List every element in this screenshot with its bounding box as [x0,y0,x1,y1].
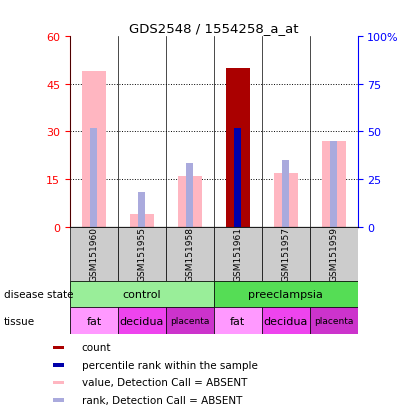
Text: GSM151959: GSM151959 [329,227,338,281]
Text: disease state: disease state [4,289,74,299]
Bar [90,129,97,227]
Bar [70,308,118,335]
Text: count: count [82,342,111,352]
Bar [130,214,154,227]
Bar [282,161,289,227]
Bar [53,363,64,367]
Text: rank, Detection Call = ABSENT: rank, Detection Call = ABSENT [82,395,242,405]
Text: decidua: decidua [120,316,164,326]
Bar [274,173,298,227]
Text: placenta: placenta [314,317,353,325]
Bar [309,227,358,281]
Bar [186,164,193,227]
Text: placenta: placenta [170,317,210,325]
Text: fat: fat [230,316,245,326]
Bar [309,308,358,335]
Bar [262,308,309,335]
Text: tissue: tissue [4,316,35,326]
Text: fat: fat [86,316,102,326]
Bar [166,308,214,335]
Bar [118,227,166,281]
Text: value, Detection Call = ABSENT: value, Detection Call = ABSENT [82,377,247,387]
Bar [214,281,358,308]
Bar [214,308,262,335]
Text: control: control [122,289,161,299]
Text: GSM151961: GSM151961 [233,227,242,281]
Bar [178,176,202,227]
Bar [226,69,250,227]
Text: GSM151960: GSM151960 [89,227,98,281]
Bar [53,346,64,349]
Bar [234,129,241,227]
Title: GDS2548 / 1554258_a_at: GDS2548 / 1554258_a_at [129,21,298,35]
Bar [70,227,118,281]
Bar [53,381,64,384]
Bar [53,399,64,402]
Bar [118,308,166,335]
Bar [138,192,145,227]
Bar [330,142,337,227]
Text: GSM151955: GSM151955 [137,227,146,281]
Bar [82,72,106,227]
Bar [322,142,346,227]
Bar [166,227,214,281]
Text: percentile rank within the sample: percentile rank within the sample [82,360,258,370]
Bar [214,227,262,281]
Text: GSM151958: GSM151958 [185,227,194,281]
Bar [262,227,309,281]
Bar [70,281,214,308]
Text: decidua: decidua [263,316,308,326]
Text: GSM151957: GSM151957 [281,227,290,281]
Text: preeclampsia: preeclampsia [248,289,323,299]
